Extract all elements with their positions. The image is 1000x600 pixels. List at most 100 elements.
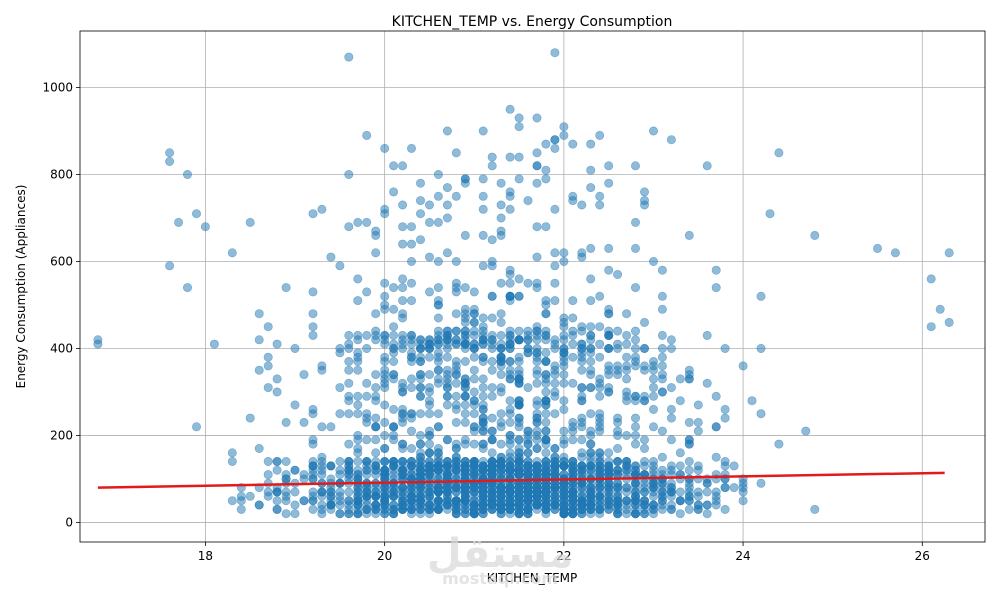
scatter-point [523,448,533,458]
scatter-point [344,378,354,388]
scatter-point [353,430,363,440]
scatter-point [317,509,327,519]
scatter-point [595,504,605,514]
scatter-point [496,317,506,327]
scatter-point [93,339,103,349]
y-tick-label: 0 [65,515,73,529]
scatter-point [460,178,470,188]
scatter-point [559,470,569,480]
scatter-point [702,161,712,171]
watermark-latin: mostaql.com [442,569,558,588]
scatter-point [586,322,596,332]
scatter-point [648,365,658,375]
scatter-point [532,370,542,380]
scatter-point [451,400,461,410]
scatter-point [406,374,416,384]
scatter-point [344,470,354,480]
scatter-point [622,374,632,384]
scatter-point [622,387,632,397]
x-tick-label: 20 [377,549,392,563]
scatter-point [613,426,623,436]
scatter-point [344,496,354,506]
scatter-point [335,261,345,271]
scatter-point [541,326,551,336]
scatter-point [389,483,399,493]
scatter-point [362,500,372,510]
scatter-point [442,352,452,362]
scatter-point [245,217,255,227]
scatter-point [630,465,640,475]
scatter-point [487,356,497,366]
scatter-point [550,487,560,497]
scatter-point [666,413,676,423]
scatter-point [595,422,605,432]
scatter-point [236,504,246,514]
scatter-point [478,204,488,214]
scatter-point [684,230,694,240]
scatter-point [326,461,336,471]
scatter-point [451,417,461,427]
scatter-point [523,383,533,393]
scatter-point [433,217,443,227]
scatter-point [639,487,649,497]
scatter-point [550,470,560,480]
scatter-point [469,343,479,353]
scatter-point [183,170,193,180]
scatter-point [451,487,461,497]
scatter-point [505,269,515,279]
scatter-point [693,487,703,497]
scatter-point [657,504,667,514]
scatter-point [460,409,470,419]
scatter-point [639,196,649,206]
scatter-point [353,330,363,340]
scatter-point [505,496,515,506]
scatter-point [389,161,399,171]
scatter-point [514,500,524,510]
x-tick-label: 18 [198,549,213,563]
scatter-point [514,470,524,480]
scatter-point [362,470,372,480]
scatter-point [666,383,676,393]
scatter-point [505,474,515,484]
scatter-point [505,365,515,375]
scatter-point [335,409,345,419]
scatter-point [272,374,282,384]
scatter-point [514,356,524,366]
scatter-point [514,435,524,445]
scatter-point [541,370,551,380]
scatter-point [165,261,175,271]
scatter-point [595,352,605,362]
scatter-point [532,113,542,123]
scatter-point [675,487,685,497]
scatter-point [496,356,506,366]
scatter-point [568,435,578,445]
scatter-point [559,317,569,327]
scatter-point [380,300,390,310]
scatter-point [630,413,640,423]
scatter-point [639,317,649,327]
scatter-point [406,256,416,266]
scatter-point [362,461,372,471]
scatter-point [523,504,533,514]
scatter-point [371,309,381,319]
scatter-point [451,309,461,319]
trend-line [97,471,945,489]
scatter-point [192,209,202,219]
scatter-point [398,378,408,388]
scatter-point [550,204,560,214]
scatter-point [720,483,730,493]
scatter-point [460,491,470,501]
scatter-point [541,426,551,436]
scatter-point [353,217,363,227]
scatter-point [613,496,623,506]
scatter-point [192,422,202,432]
scatter-point [630,217,640,227]
scatter-point [460,283,470,293]
scatter-point [532,378,542,388]
scatter-point [595,391,605,401]
scatter-point [586,487,596,497]
scatter-point [630,504,640,514]
chart-title: KITCHEN_TEMP vs. Energy Consumption [392,14,673,30]
scatter-point [496,226,506,236]
scatter-point [406,222,416,232]
